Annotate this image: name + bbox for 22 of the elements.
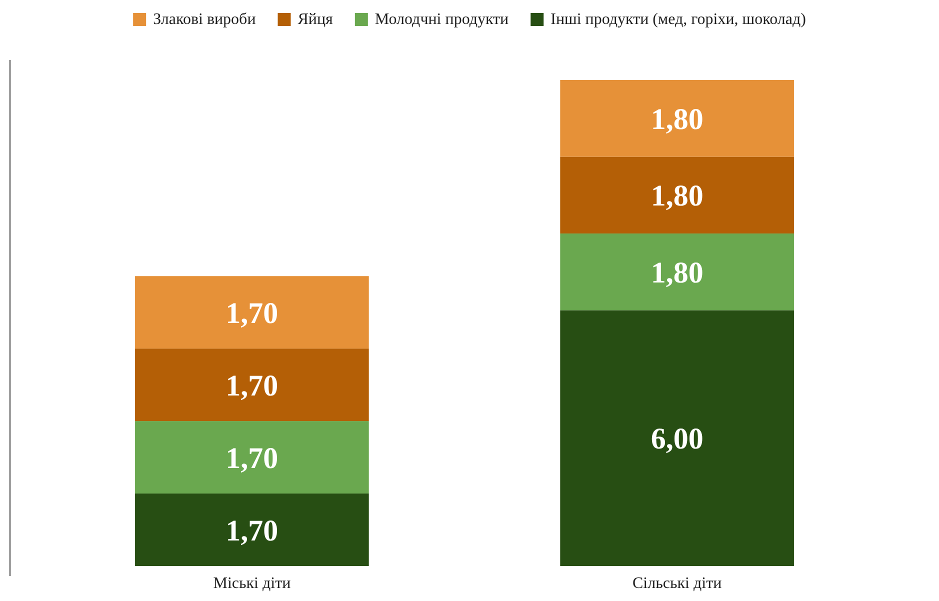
data-label: 1,70 <box>226 442 278 475</box>
legend-label: Молодчні продукти <box>374 11 510 28</box>
bar <box>560 310 794 566</box>
data-label: 1,80 <box>650 180 704 213</box>
x-tick-label: Сільські діти <box>632 575 722 592</box>
x-tick-label: Міські діти <box>213 575 292 592</box>
bar <box>135 494 369 566</box>
legend-label: Інші продукти (мед, горіхи, шоколад) <box>550 11 806 28</box>
data-label: 1,70 <box>226 369 278 402</box>
bar <box>560 233 794 310</box>
data-label: 6,00 <box>650 422 704 456</box>
bar <box>560 156 794 234</box>
legend-label: Злакові вироби <box>153 11 256 28</box>
data-label: 1,70 <box>226 296 278 330</box>
bar <box>135 348 369 422</box>
data-label: 1,70 <box>226 514 278 548</box>
bar <box>135 421 369 494</box>
bar <box>135 276 369 349</box>
bar <box>560 80 794 157</box>
data-label: 1,80 <box>650 102 704 136</box>
legend-label: Яйця <box>298 11 334 28</box>
data-label: 1,80 <box>650 256 704 290</box>
